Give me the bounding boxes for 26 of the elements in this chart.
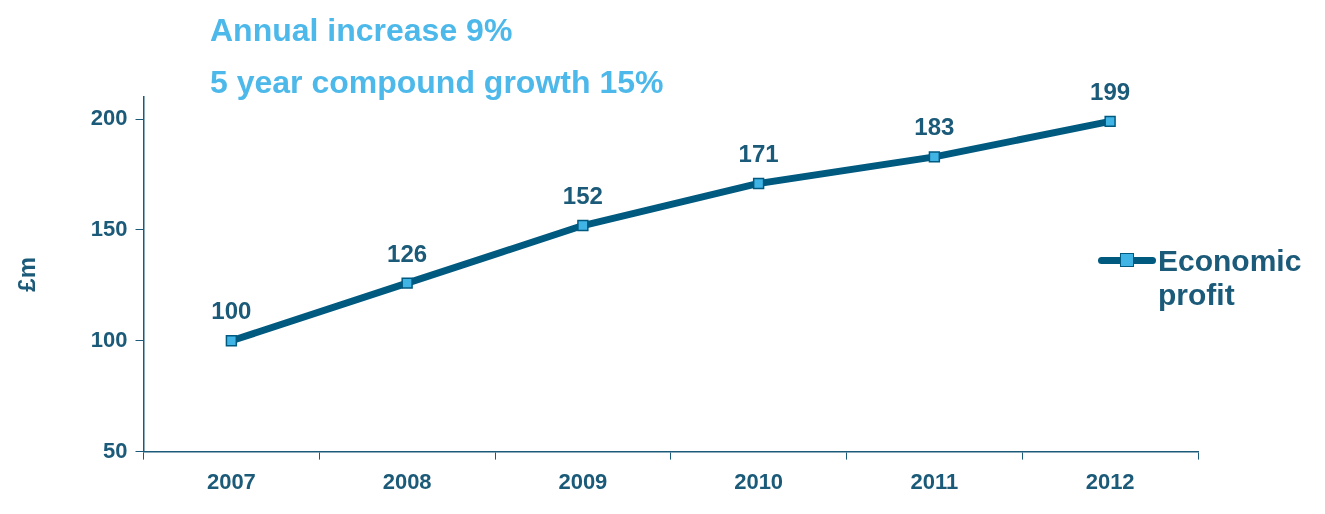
x-tick-label: 2007 — [206, 468, 256, 494]
point — [577, 219, 589, 232]
point — [401, 277, 413, 289]
data-label: 100 — [211, 297, 252, 325]
data-label: 171 — [738, 140, 779, 168]
data-label: 126 — [387, 239, 428, 267]
y-axis-title: £m — [13, 256, 41, 292]
chart-subtitle: 5 year compound growth 15% — [210, 64, 664, 101]
x-tick-label: 2010 — [734, 468, 784, 494]
data-label: 152 — [562, 182, 603, 210]
y-tick-label: 100 — [90, 326, 128, 352]
x-tick-label: 2012 — [1085, 468, 1135, 494]
point — [752, 177, 765, 190]
x-tick-label: 2008 — [382, 468, 432, 494]
chart-title: Annual increase 9% — [210, 12, 513, 49]
point — [1104, 115, 1116, 128]
point — [928, 151, 941, 163]
point — [225, 335, 238, 347]
y-tick-label: 50 — [103, 437, 128, 463]
data-label: 199 — [1090, 78, 1131, 105]
x-tick-label: 2009 — [558, 468, 608, 494]
y-tick-label: 200 — [90, 105, 128, 131]
x-tick-label: 2011 — [910, 468, 959, 494]
y-tick-label: 150 — [90, 216, 128, 242]
legend-label: Economic profit — [1158, 244, 1303, 312]
data-label: 183 — [914, 113, 955, 141]
